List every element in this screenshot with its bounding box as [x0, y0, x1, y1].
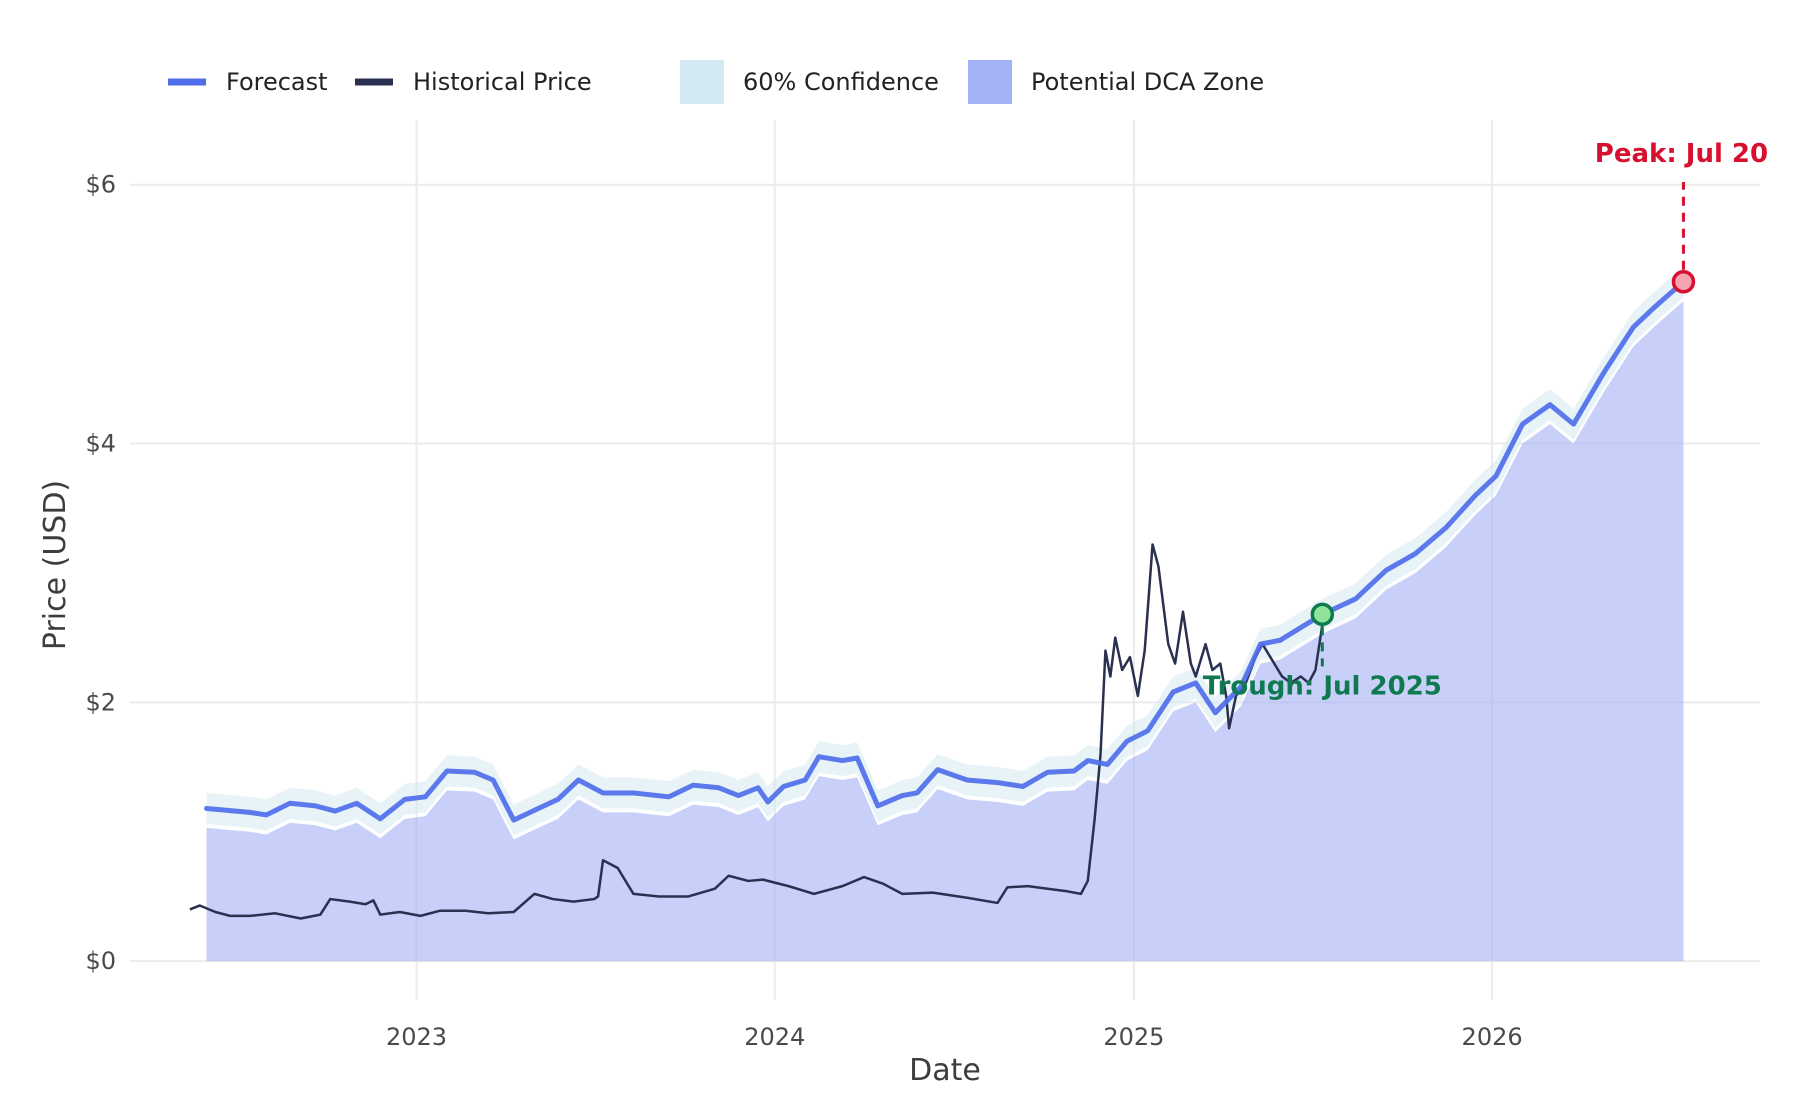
dca-zone-area: [206, 301, 1684, 962]
y-tick-label: $2: [85, 688, 116, 716]
series-lines: [189, 279, 1686, 920]
x-tick-label: 2023: [386, 1023, 447, 1051]
x-axis-title: Date: [909, 1053, 981, 1088]
legend-label: Historical Price: [413, 68, 592, 96]
peak-label: Peak: Jul 20: [1595, 139, 1768, 169]
y-tick-label: $0: [85, 947, 116, 975]
historical-price-line: [189, 543, 1324, 920]
trough-marker: [1310, 602, 1335, 627]
x-tick-label: 2026: [1462, 1023, 1523, 1051]
trough-label: Trough: Jul 2025: [1203, 671, 1442, 701]
y-tick-label: $6: [85, 171, 116, 199]
legend-swatch-dca_zone: [968, 60, 1012, 104]
legend: Forecast Historical Price 60% Confidence Po…: [168, 60, 1264, 104]
legend-swatch-confidence: [680, 60, 724, 104]
legend-label: 60% Confidence: [743, 68, 939, 96]
peak-marker: [1671, 270, 1696, 294]
dca-zone-fill: [206, 301, 1684, 962]
x-tick-label: 2024: [744, 1023, 805, 1051]
x-tick-label: 2025: [1103, 1023, 1164, 1051]
y-axis-title: Price (USD): [38, 480, 73, 650]
forecast-line: [204, 279, 1686, 823]
annotations: Peak: Jul 20 Trough: Jul 2025: [1203, 139, 1768, 701]
axes: $0 $2 $4 $6 2023 2024 2025 2026 Date Price (USD): [38, 171, 1523, 1088]
y-tick-label: $4: [85, 430, 116, 458]
legend-label: Forecast: [226, 68, 328, 96]
legend-label: Potential DCA Zone: [1031, 68, 1264, 96]
